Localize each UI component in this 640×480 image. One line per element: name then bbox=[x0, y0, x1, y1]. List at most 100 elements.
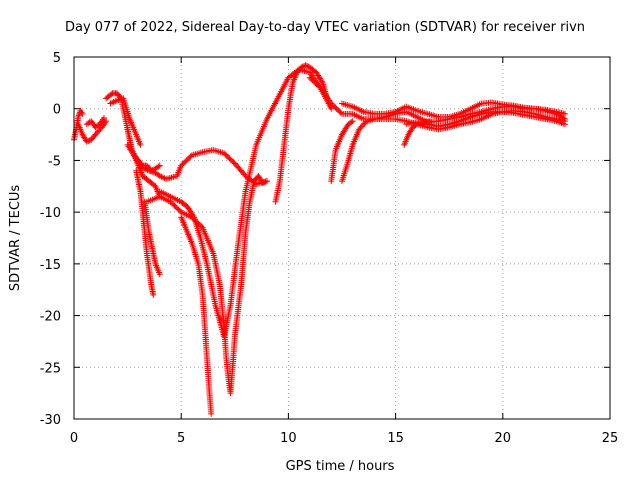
x-axis-ticks: 0 5 10 15 20 25 bbox=[70, 57, 618, 446]
data-point bbox=[167, 198, 174, 205]
data-points bbox=[71, 62, 568, 417]
data-point bbox=[222, 151, 229, 158]
chart-title: Day 077 of 2022, Sidereal Day-to-day VTE… bbox=[65, 20, 585, 35]
data-point bbox=[92, 131, 99, 138]
data-point bbox=[184, 156, 191, 163]
data-point bbox=[356, 126, 363, 133]
data-point bbox=[172, 203, 179, 210]
plot-frame bbox=[73, 56, 611, 420]
data-point bbox=[227, 156, 234, 163]
data-point bbox=[298, 64, 305, 71]
data-point bbox=[259, 180, 266, 187]
x-tick-label: 5 bbox=[177, 431, 185, 446]
data-point bbox=[221, 150, 228, 157]
data-point bbox=[360, 122, 367, 129]
x-tick-label: 10 bbox=[280, 431, 297, 446]
data-point bbox=[230, 159, 237, 166]
series-arc-11 bbox=[156, 66, 335, 340]
data-point bbox=[168, 200, 175, 207]
data-point bbox=[328, 100, 335, 107]
series-arc-12 bbox=[178, 214, 215, 417]
data-point bbox=[306, 74, 313, 81]
data-point bbox=[310, 78, 317, 85]
data-point bbox=[302, 62, 309, 69]
data-point bbox=[85, 138, 92, 145]
data-point bbox=[95, 122, 102, 129]
data-point bbox=[328, 105, 335, 112]
data-point bbox=[155, 171, 162, 178]
data-point bbox=[225, 154, 232, 161]
data-point bbox=[178, 162, 185, 169]
series-arc-17 bbox=[339, 99, 568, 120]
x-tick-label: 0 bbox=[70, 431, 78, 446]
data-point bbox=[332, 104, 339, 111]
data-point bbox=[333, 105, 340, 112]
x-tick-label: 25 bbox=[602, 431, 619, 446]
data-point bbox=[330, 103, 337, 110]
data-point bbox=[156, 162, 163, 169]
data-point bbox=[86, 119, 93, 126]
data-point bbox=[361, 120, 368, 127]
data-point bbox=[223, 152, 230, 159]
data-point bbox=[183, 157, 190, 164]
data-point bbox=[101, 115, 108, 122]
data-point bbox=[561, 121, 568, 128]
data-point bbox=[226, 155, 233, 162]
data-point bbox=[155, 163, 162, 170]
x-axis-label: GPS time / hours bbox=[286, 459, 395, 474]
data-point bbox=[208, 410, 215, 417]
series-arc-5 bbox=[107, 95, 144, 148]
data-point bbox=[190, 212, 197, 219]
data-point bbox=[308, 75, 315, 82]
y-tick-label: -5 bbox=[48, 154, 61, 169]
data-point bbox=[303, 62, 310, 69]
data-point bbox=[187, 153, 194, 160]
y-axis-label: SDTVAR / TECUs bbox=[8, 185, 23, 292]
data-point bbox=[179, 161, 186, 168]
data-point bbox=[137, 141, 144, 148]
data-point bbox=[349, 118, 356, 125]
series-arc-8 bbox=[133, 167, 157, 298]
y-tick-label: -25 bbox=[40, 361, 61, 376]
data-point bbox=[241, 171, 248, 178]
data-point bbox=[318, 78, 325, 85]
data-point bbox=[314, 82, 321, 89]
y-axis-ticks: 5 0 -5 -10 -15 -20 -25 -30 bbox=[40, 51, 610, 428]
data-point bbox=[108, 91, 115, 98]
data-point bbox=[93, 130, 100, 137]
y-tick-label: 0 bbox=[53, 103, 61, 118]
series-arc-10 bbox=[143, 172, 270, 397]
data-point bbox=[329, 101, 336, 108]
y-tick-label: 5 bbox=[53, 51, 61, 66]
data-point bbox=[263, 178, 270, 185]
y-tick-label: -10 bbox=[40, 206, 61, 221]
series-arc-3 bbox=[83, 115, 108, 131]
data-point bbox=[561, 110, 568, 117]
series-arc-13 bbox=[272, 62, 330, 205]
data-point bbox=[186, 154, 193, 161]
series-arc-19 bbox=[403, 108, 568, 130]
data-point bbox=[337, 109, 344, 116]
data-point bbox=[79, 110, 86, 117]
series-arc-14 bbox=[306, 74, 568, 126]
grid-lines bbox=[74, 57, 610, 419]
x-tick-label: 20 bbox=[495, 431, 512, 446]
data-point bbox=[348, 119, 355, 126]
y-tick-label: -15 bbox=[40, 258, 61, 273]
data-point bbox=[175, 206, 182, 213]
data-point bbox=[156, 271, 163, 278]
data-point bbox=[299, 63, 306, 70]
x-tick-label: 15 bbox=[387, 431, 404, 446]
data-point bbox=[182, 158, 189, 165]
data-point bbox=[171, 202, 178, 209]
data-point bbox=[358, 123, 365, 130]
data-point bbox=[357, 124, 364, 131]
data-point bbox=[261, 179, 268, 186]
data-point bbox=[313, 81, 320, 88]
data-point bbox=[176, 207, 183, 214]
y-tick-label: -20 bbox=[40, 310, 61, 325]
data-point bbox=[96, 127, 103, 134]
data-point bbox=[95, 128, 102, 135]
data-point bbox=[83, 138, 90, 145]
